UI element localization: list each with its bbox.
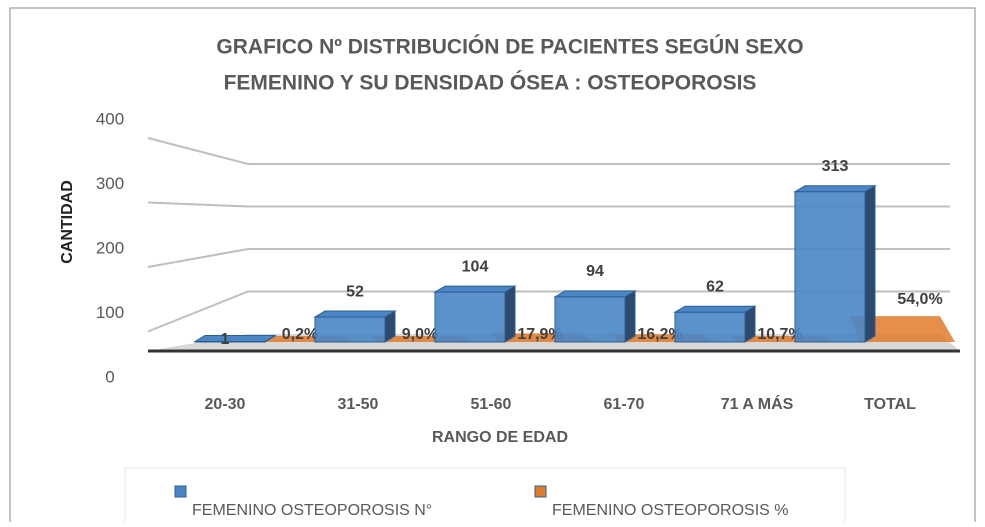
data-label: 52	[346, 283, 364, 300]
bar-face	[504, 285, 516, 343]
bar-face	[193, 335, 277, 343]
bar-face	[674, 311, 746, 343]
data-label: 94	[586, 263, 604, 280]
bar-face	[434, 291, 506, 343]
bar-face	[864, 184, 876, 343]
data-label-pct: 16,2%	[637, 326, 682, 343]
bar	[433, 285, 517, 343]
bar	[673, 305, 757, 343]
data-label: 313	[822, 158, 849, 175]
bar-face	[673, 305, 757, 313]
bar-face	[794, 191, 866, 343]
x-tick-label: 20-30	[205, 396, 246, 413]
x-tick-label: 71 A MÁS	[721, 394, 794, 413]
y-tick-label: 100	[96, 303, 124, 322]
x-tick-label: TOTAL	[864, 396, 916, 413]
data-label: 1	[221, 331, 230, 348]
bar-face	[554, 296, 626, 343]
bar	[313, 310, 397, 343]
bar-pct	[850, 316, 955, 342]
legend	[124, 467, 846, 525]
data-label-pct: 9,0%	[402, 326, 438, 343]
bar-face	[314, 316, 386, 343]
legend-label: FEMENINO OSTEOPOROSIS N°	[192, 502, 432, 519]
data-label-pct: 0,2%	[282, 326, 318, 343]
chart-title: FEMENINO Y SU DENSIDAD ÓSEA : OSTEOPOROS…	[224, 71, 757, 95]
data-label-pct: 54,0%	[897, 291, 942, 308]
grid-line	[147, 201, 950, 208]
bar	[193, 334, 277, 343]
data-label: 62	[706, 278, 724, 295]
data-label-pct: 17,9%	[517, 326, 562, 343]
y-tick-label: 200	[96, 238, 124, 257]
grid-line	[147, 290, 950, 333]
legend-swatch	[534, 485, 547, 498]
bar	[553, 289, 637, 343]
y-tick-label: 300	[96, 174, 124, 193]
bar	[793, 184, 877, 343]
x-tick-label: 51-60	[471, 396, 512, 413]
y-tick-label: 0	[105, 367, 114, 386]
y-tick-label: 400	[96, 109, 124, 128]
x-tick-label: 31-50	[338, 396, 379, 413]
bar-face	[793, 185, 877, 193]
data-label-pct: 10,7%	[757, 326, 802, 343]
bar-face	[194, 341, 266, 343]
legend-label: FEMENINO OSTEOPOROSIS %	[552, 502, 788, 519]
bar-face	[433, 285, 517, 293]
grid-line	[147, 137, 950, 165]
y-axis-label: CANTIDAD	[59, 180, 76, 264]
bar-face	[553, 290, 637, 298]
chart-title: GRAFICO Nº DISTRIBUCIÓN DE PACIENTES SEG…	[216, 35, 803, 59]
data-label: 104	[462, 258, 489, 275]
x-tick-label: 61-70	[604, 396, 645, 413]
bar-face	[313, 310, 397, 318]
legend-swatch	[174, 485, 187, 498]
bar-face	[624, 289, 636, 343]
x-axis-label: RANGO DE EDAD	[432, 429, 568, 446]
grid-line	[147, 248, 950, 268]
